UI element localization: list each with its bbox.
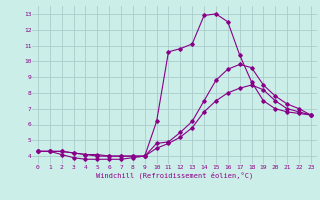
X-axis label: Windchill (Refroidissement éolien,°C): Windchill (Refroidissement éolien,°C)	[96, 171, 253, 179]
